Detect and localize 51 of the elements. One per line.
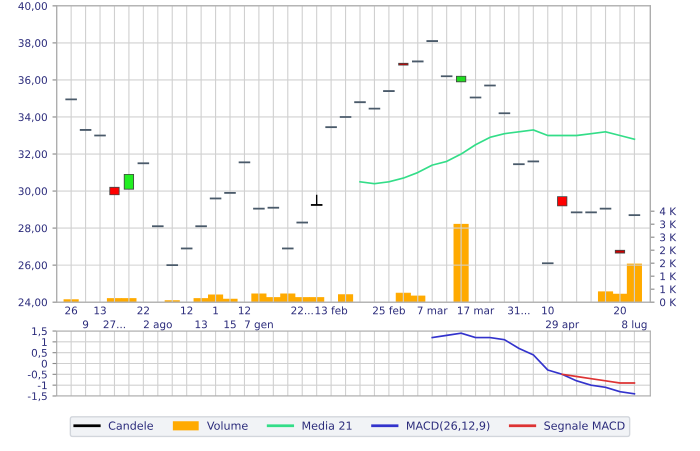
x-tick-label: 7 mar	[418, 306, 448, 314]
legend-label: Candele	[108, 421, 153, 430]
x-tick-label: 10	[542, 306, 554, 314]
y-tick-label: 0,5	[32, 348, 47, 358]
y-tick-label: 40,00	[18, 2, 47, 12]
x-tick-label: 31...	[508, 306, 530, 314]
y2-tick-label: 1 K	[660, 272, 676, 280]
y-tick-label: 24,00	[18, 298, 47, 308]
y-tick-label: 32,00	[18, 150, 47, 160]
y-tick-label: 0	[42, 360, 47, 368]
x-tick-label: 12	[181, 306, 192, 314]
y-tick-label: 34,00	[18, 113, 47, 122]
x-tick-label: 7 gen	[244, 320, 273, 330]
y-tick-label: -0,5	[28, 370, 47, 380]
y2-tick-label: 3 K	[660, 220, 676, 228]
x-tick-label: 22...	[291, 306, 313, 314]
y-tick-label: 1,5	[32, 327, 47, 336]
legend-label: MACD(26,12,9)	[407, 421, 490, 432]
x-tick-label: 2 ago	[144, 320, 172, 330]
y-tick-label: 36,00	[18, 76, 47, 86]
x-tick-label: 13	[94, 306, 106, 314]
x-tick-label: 15	[224, 320, 236, 328]
y2-tick-label: 3 K	[660, 233, 676, 242]
y-tick-label: 30,00	[18, 187, 47, 196]
x-tick-label: 9	[82, 320, 88, 328]
y2-tick-label: 2 K	[660, 246, 676, 254]
legend-label: Media 21	[302, 421, 352, 430]
x-tick-label: 8 lug	[622, 320, 646, 330]
x-tick-label: 13	[196, 320, 207, 328]
y-tick-label: -1	[38, 382, 47, 390]
x-tick-label: 13 feb	[316, 306, 348, 314]
legend-label: Segnale MACD	[544, 421, 625, 432]
x-tick-label: 12	[238, 306, 250, 314]
y2-tick-label: 2 K	[660, 259, 676, 268]
x-tick-label: 22	[137, 306, 149, 314]
x-tick-label: 17 mar	[458, 306, 494, 314]
x-tick-label: 25 feb	[373, 306, 405, 314]
y-tick-label: 38,00	[18, 39, 47, 48]
x-tick-label: 26	[65, 306, 78, 314]
x-tick-label: 29 apr	[546, 320, 580, 330]
legend-label: Volume	[206, 421, 248, 430]
y-tick-label: 26,00	[18, 261, 47, 270]
y-tick-label: -1,5	[28, 392, 47, 402]
y2-tick-label: 4 K	[660, 208, 676, 216]
x-tick-label: 20	[614, 306, 626, 314]
y-tick-label: 28,00	[18, 224, 47, 234]
y2-tick-label: 0 K	[660, 298, 676, 306]
y2-tick-label: 1 K	[660, 286, 676, 294]
y-tick-label: 1	[42, 338, 47, 346]
x-tick-label: 1	[213, 306, 218, 314]
x-tick-label: 27...	[104, 320, 125, 328]
